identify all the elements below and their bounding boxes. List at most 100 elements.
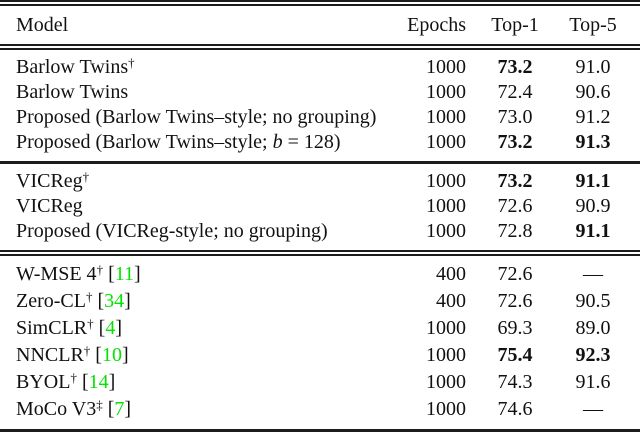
column-header-model: Model: [0, 3, 384, 50]
table-row: MoCo V3‡ [7] 1000 74.6 —: [0, 396, 640, 431]
model-cell: W-MSE 4† [11]: [0, 253, 384, 288]
table-row: NNCLR† [10] 1000 75.4 92.3: [0, 342, 640, 369]
model-name-text: [: [103, 263, 115, 285]
epochs-cell: 400: [436, 263, 466, 285]
table-row: Proposed (Barlow Twins–style; b = 128) 10…: [0, 130, 640, 164]
model-name-text: ]: [115, 317, 122, 339]
model-name-text: [: [76, 371, 89, 393]
epochs-cell: 1000: [426, 398, 466, 420]
table-row: Proposed (Barlow Twins–style; no groupin…: [0, 105, 640, 130]
dagger-superscript: †: [85, 289, 93, 304]
model-name-text: Zero-CL: [16, 290, 86, 312]
top5-cell: —: [583, 398, 603, 420]
table-row: SimCLR† [4] 1000 69.3 89.0: [0, 315, 640, 342]
citation-link[interactable]: 10: [101, 344, 122, 366]
model-name-text: Proposed (Barlow Twins–style; no groupin…: [16, 106, 377, 128]
top1-cell: 74.3: [497, 371, 533, 393]
model-name-text: W-MSE 4: [16, 263, 97, 285]
top1-cell: 73.0: [497, 106, 533, 128]
citation-link[interactable]: 4: [105, 317, 116, 339]
dagger-superscript: †: [96, 262, 104, 277]
dagger-superscript: †: [82, 169, 90, 184]
top1-cell: 73.2: [497, 56, 533, 78]
model-name-text: MoCo V3: [16, 398, 97, 420]
model-cell: Proposed (Barlow Twins–style; no groupin…: [0, 105, 384, 130]
dagger-superscript: †: [70, 370, 77, 385]
model-cell: Zero-CL† [34]: [0, 288, 384, 315]
model-name-text: = 128): [282, 131, 341, 153]
table-row: W-MSE 4† [11] 400 72.6 —: [0, 253, 640, 288]
top5-cell: 91.2: [575, 106, 611, 128]
top5-cell: 91.1: [564, 219, 640, 256]
model-name-text: VICReg: [16, 195, 83, 217]
epochs-cell: 1000: [426, 195, 466, 217]
model-name-text: [: [93, 317, 106, 339]
model-name-text: VICReg: [16, 170, 83, 192]
model-cell: SimCLR† [4]: [0, 315, 384, 342]
table-row: Barlow Twins 1000 72.4 90.6: [0, 80, 640, 105]
section-prior-methods: W-MSE 4† [11] 400 72.6— Zero-CL† [34] 400 72.…: [0, 253, 640, 431]
column-header-epochs: Epochs: [384, 3, 466, 50]
citation-link[interactable]: 11: [114, 263, 134, 285]
model-name-text: Barlow Twins: [16, 81, 129, 103]
top1-cell: 73.2: [466, 130, 564, 164]
model-cell: BYOL† [14]: [0, 369, 384, 396]
epochs-cell: 1000: [426, 371, 466, 393]
model-cell: VICReg†: [0, 163, 384, 195]
epochs-cell: 1000: [384, 130, 466, 164]
top5-cell: 89.0: [575, 317, 611, 339]
top5-cell: 91.6: [575, 371, 611, 393]
citation-link[interactable]: 7: [114, 398, 125, 420]
column-header-top5: Top-5: [564, 3, 640, 50]
top5-cell: —: [583, 263, 603, 285]
epochs-cell: 1000: [384, 219, 466, 256]
header-row: Model Epochs Top-1 Top-5: [0, 3, 640, 50]
model-name-text: [: [102, 398, 115, 420]
top1-cell: 72.6: [497, 195, 533, 217]
table-row: Zero-CL† [34] 400 72.6 90.5: [0, 288, 640, 315]
dagger-superscript: †: [128, 55, 135, 70]
table-row: BYOL† [14] 1000 74.3 91.6: [0, 369, 640, 396]
dagger-superscript: †: [87, 316, 94, 331]
top1-cell: 72.6: [497, 290, 533, 312]
epochs-cell: 1000: [426, 344, 466, 366]
epochs-cell: 1000: [426, 81, 466, 103]
model-cell: VICReg: [0, 194, 384, 219]
model-name-text: [: [92, 290, 105, 312]
model-name-text: ]: [108, 371, 116, 393]
top5-cell: 92.3: [575, 344, 611, 366]
model-cell: Barlow Twins†: [0, 47, 384, 80]
model-name-text: ]: [124, 398, 132, 420]
epochs-cell: 1000: [426, 56, 466, 78]
top1-cell: 75.4: [497, 344, 533, 366]
top1-cell: 72.6: [497, 263, 533, 285]
table-row: VICReg† 1000 73.2 91.1: [0, 163, 640, 195]
section-barlow-twins: Barlow Twins† 1000 73.2 91.0 Barlow Twins 100…: [0, 47, 640, 164]
table-row: VICReg 1000 72.6 90.9: [0, 194, 640, 219]
top5-cell: 90.9: [575, 195, 611, 217]
column-header-top1: Top-1: [466, 3, 564, 50]
table-row: Proposed (VICReg-style; no grouping) 1000…: [0, 219, 640, 256]
citation-link[interactable]: 34: [104, 290, 125, 312]
epochs-cell: 1000: [426, 106, 466, 128]
citation-link[interactable]: 14: [88, 371, 109, 393]
model-cell: Proposed (VICReg-style; no grouping): [0, 219, 384, 256]
model-name-text: SimCLR: [16, 317, 88, 339]
epochs-cell: 1000: [426, 317, 466, 339]
top5-cell: 90.6: [575, 81, 611, 103]
model-cell: MoCo V3‡ [7]: [0, 396, 384, 431]
top1-cell: 73.2: [497, 170, 533, 192]
epochs-cell: 400: [436, 290, 466, 312]
model-name-text: BYOL: [16, 371, 71, 393]
model-name-text: NNCLR: [16, 344, 84, 366]
table-row: Barlow Twins† 1000 73.2 91.0: [0, 47, 640, 80]
section-vicreg: VICReg† 1000 73.2 91.1 VICReg 1000 72.6 90.9 Pro…: [0, 163, 640, 256]
top5-cell: 91.1: [575, 170, 611, 192]
table-header: Model Epochs Top-1 Top-5: [0, 3, 640, 50]
top1-cell: 74.6: [497, 398, 533, 420]
model-cell: NNCLR† [10]: [0, 342, 384, 369]
top1-cell: 72.4: [497, 81, 533, 103]
top5-cell: 91.0: [575, 56, 611, 78]
model-name-text: Proposed (VICReg-style; no grouping): [16, 220, 328, 242]
